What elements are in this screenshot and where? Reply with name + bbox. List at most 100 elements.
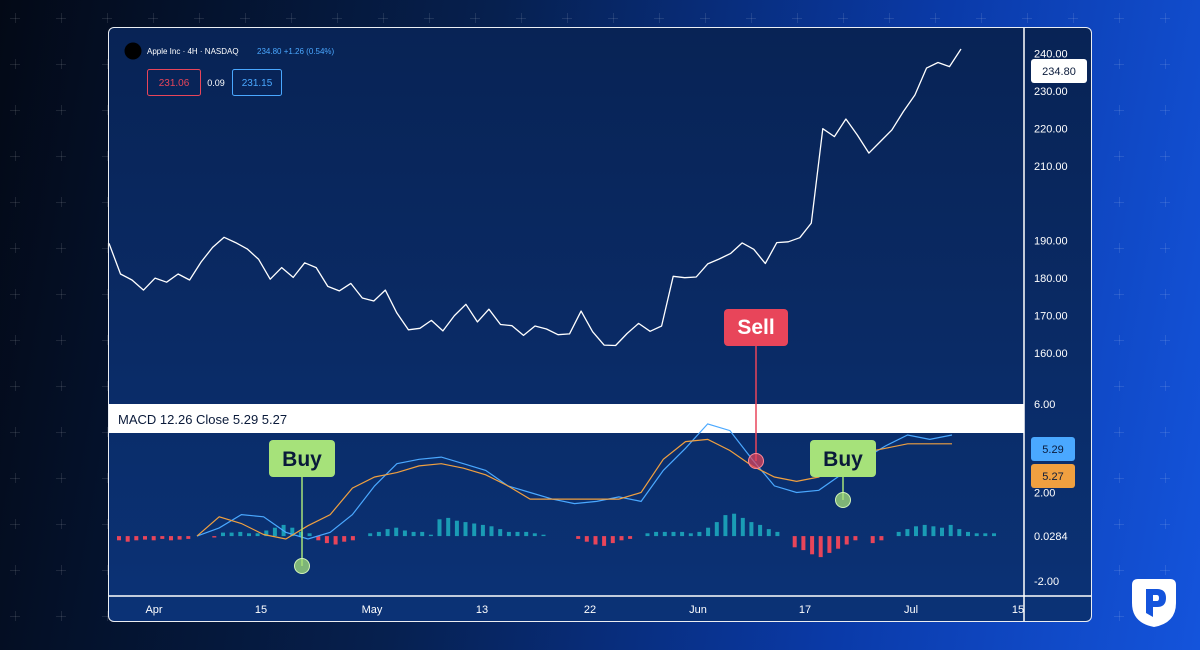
histogram-bar [238, 531, 243, 537]
histogram-bar [151, 536, 156, 541]
histogram-bar [688, 533, 693, 537]
histogram-bar [333, 536, 338, 545]
sell-marker[interactable] [748, 453, 764, 469]
histogram-bar [576, 536, 581, 539]
x-tick-label: 15 [1012, 604, 1024, 616]
histogram-bar [758, 524, 763, 537]
histogram-bar [810, 536, 815, 555]
histogram-bar [498, 529, 503, 537]
price-line[interactable] [109, 48, 962, 347]
x-tick-label: Jun [689, 604, 707, 616]
histogram-bar [827, 536, 832, 553]
sell-badge[interactable] [724, 309, 788, 346]
macd-last-label: 5.29 [1042, 444, 1063, 456]
histogram-bar [402, 530, 407, 537]
histogram-bar [394, 527, 399, 537]
histogram-bar [350, 536, 355, 541]
histogram-bar [723, 515, 728, 537]
histogram-bar [680, 531, 685, 537]
histogram-bar [169, 536, 173, 541]
last-price-label: 234.80 [1042, 66, 1076, 78]
histogram-bar [801, 536, 806, 551]
histogram-bar [177, 536, 182, 540]
histogram-bar [628, 536, 633, 539]
buy-badge[interactable] [269, 440, 335, 477]
y-tick-label: 190.00 [1034, 236, 1068, 248]
histogram-bar [532, 533, 537, 537]
histogram-bar [766, 529, 771, 537]
symbol-label: Apple Inc · 4H · NASDAQ [147, 47, 239, 56]
macd-line[interactable] [196, 423, 953, 540]
price-pane [109, 48, 962, 347]
histogram-bar [247, 533, 251, 537]
buy-marker[interactable] [835, 492, 851, 508]
histogram-bar [307, 533, 312, 537]
histogram-bar [870, 536, 875, 544]
histogram-bar [143, 536, 147, 540]
macd-y-tick-label: 6.00 [1034, 399, 1055, 411]
histogram-bar [593, 536, 598, 545]
histogram-bar [853, 536, 858, 541]
bid-value: 231.06 [159, 78, 190, 89]
histogram-bar [775, 531, 780, 537]
histogram-bar [324, 536, 329, 544]
last-price-badge [1031, 59, 1087, 83]
histogram-bar [420, 531, 425, 537]
chart-canvas[interactable]: Apple Inc · 4H · NASDAQ 234.80 +1.26 (0.… [109, 28, 1092, 622]
histogram-bar [385, 529, 390, 537]
histogram-bar [437, 519, 442, 537]
signal-last-badge [1031, 464, 1075, 488]
y-tick-label: 160.00 [1034, 348, 1068, 360]
histogram-bar [125, 536, 130, 542]
x-tick-label: 17 [799, 604, 811, 616]
x-tick-label: Apr [145, 604, 162, 616]
y-tick-label: 240.00 [1034, 48, 1068, 60]
signal-last-label: 5.27 [1042, 471, 1063, 483]
histogram-bar [411, 531, 416, 537]
histogram-bar [844, 536, 849, 545]
histogram-bar [896, 531, 901, 537]
histogram-bar [879, 536, 884, 541]
histogram-bar [342, 536, 347, 542]
ask-box[interactable] [232, 69, 282, 96]
histogram-bar [229, 532, 234, 537]
y-tick-label: 180.00 [1034, 273, 1068, 285]
macd-y-tick-label: 0.0284 [1034, 531, 1068, 543]
buy-badge[interactable] [810, 440, 876, 477]
histogram-bar [974, 533, 979, 537]
histogram-bar [732, 513, 737, 537]
histogram-bar [584, 536, 589, 542]
histogram-bar [428, 534, 433, 537]
histogram-bar [792, 536, 797, 548]
sell-label: Sell [737, 316, 774, 339]
apple-icon [124, 42, 142, 60]
histogram-bar [966, 531, 970, 537]
bid-box[interactable] [147, 69, 201, 96]
histogram-bar [290, 527, 295, 537]
histogram-bar [472, 523, 477, 537]
buy-marker[interactable] [294, 558, 310, 574]
histogram-bar [186, 536, 191, 539]
histogram-bar [316, 536, 321, 541]
macd-y-tick-label: -2.00 [1034, 576, 1059, 588]
x-tick-label: 13 [476, 604, 488, 616]
histogram-bar [905, 529, 910, 537]
histogram-bar [524, 531, 529, 537]
histogram-bar [662, 531, 667, 537]
histogram-bar [749, 522, 754, 537]
histogram-bar [134, 536, 139, 541]
histogram-bar [922, 524, 927, 537]
x-tick-label: 22 [584, 604, 596, 616]
y-tick-label: 230.00 [1034, 86, 1068, 98]
histogram-bar [480, 524, 485, 537]
histogram-bar [515, 531, 520, 537]
histogram-bar [454, 520, 459, 537]
histogram-bar [463, 522, 468, 537]
histogram-bar [541, 534, 546, 537]
histogram-bar [671, 531, 676, 537]
histogram-bar [376, 531, 381, 537]
macd-last-badge [1031, 437, 1075, 461]
histogram-bar [602, 536, 607, 546]
histogram-bar [992, 533, 996, 537]
histogram-bar [740, 517, 745, 537]
